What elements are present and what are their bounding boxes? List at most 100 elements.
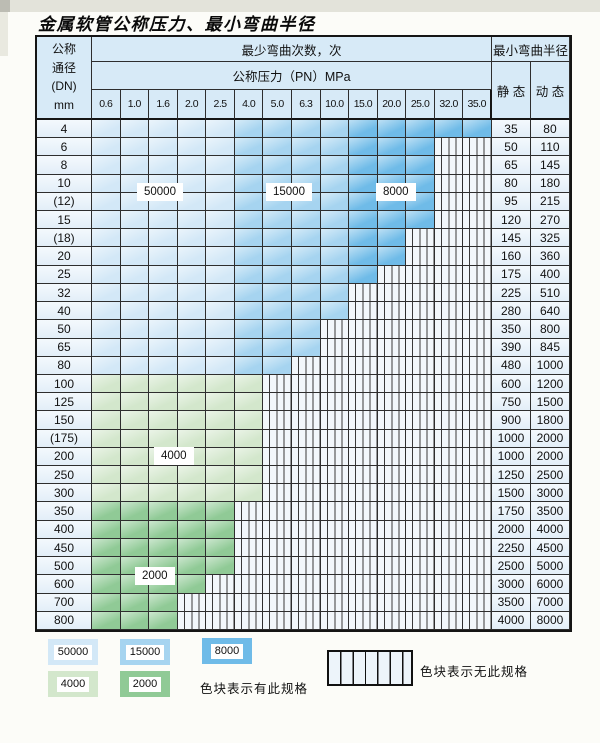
spec-cell	[206, 356, 235, 375]
no-spec-cell	[349, 593, 378, 612]
spec-cell	[92, 174, 121, 193]
no-spec-cell	[349, 320, 378, 339]
static-value-cell: 480	[491, 356, 531, 375]
spec-cell	[92, 484, 121, 503]
spec-cell	[291, 229, 321, 248]
static-value-cell: 225	[491, 283, 531, 303]
spec-cell	[234, 429, 264, 448]
spec-cell	[92, 356, 121, 375]
spec-cell	[349, 174, 378, 193]
spec-cell	[206, 520, 235, 539]
no-spec-cell	[320, 484, 350, 503]
no-spec-cell	[320, 557, 350, 576]
spec-cell	[206, 393, 235, 412]
no-spec-cell	[406, 283, 435, 303]
no-spec-cell	[434, 338, 464, 357]
no-spec-cell	[463, 156, 492, 175]
spec-cell	[349, 265, 378, 284]
no-spec-cell	[434, 211, 464, 230]
no-spec-cell	[291, 411, 321, 430]
spec-cell	[149, 466, 178, 485]
spec-cell	[434, 120, 464, 139]
pressure-col-header: 35.0	[463, 90, 492, 120]
spec-cell	[120, 302, 150, 321]
spec-cell	[234, 320, 264, 339]
static-value-cell: 280	[491, 302, 531, 321]
no-spec-cell	[206, 575, 235, 594]
spec-cell	[120, 338, 150, 357]
no-spec-cell	[434, 411, 464, 430]
spec-cell	[120, 520, 150, 539]
static-value-cell: 1750	[491, 502, 531, 521]
radius-title-cell: 最小弯曲半径	[491, 37, 570, 62]
spec-cell	[177, 557, 207, 576]
no-spec-cell	[320, 338, 350, 357]
cycles-title-cell: 最少弯曲次数，次	[92, 37, 492, 62]
spec-cell	[291, 283, 321, 303]
spec-cell	[120, 211, 150, 230]
no-spec-cell	[234, 502, 264, 521]
spec-cell	[206, 120, 235, 139]
no-spec-cell	[434, 593, 464, 612]
no-spec-cell	[463, 138, 492, 157]
static-value-cell: 2250	[491, 538, 531, 558]
static-value-cell: 600	[491, 374, 531, 394]
no-spec-cell	[320, 320, 350, 339]
no-spec-cell	[377, 593, 407, 612]
dn-cell: 80	[37, 356, 92, 375]
legend-no-spec-swatch	[327, 650, 413, 686]
spec-cell	[206, 338, 235, 357]
spec-cell	[177, 265, 207, 284]
spec-cell	[377, 229, 407, 248]
spec-cell	[263, 156, 292, 175]
spec-cell	[291, 247, 321, 266]
dn-cell: 15	[37, 211, 92, 230]
no-spec-cell	[434, 575, 464, 594]
spec-cell	[206, 429, 235, 448]
no-spec-cell	[320, 593, 350, 612]
no-spec-cell	[291, 502, 321, 521]
static-value-cell: 65	[491, 156, 531, 175]
spec-cell	[149, 338, 178, 357]
no-spec-cell	[406, 538, 435, 558]
no-spec-cell	[349, 356, 378, 375]
no-spec-cell	[291, 557, 321, 576]
spec-cell	[120, 429, 150, 448]
no-spec-cell	[463, 338, 492, 357]
spec-cell	[177, 211, 207, 230]
legend-chip-label: 50000	[53, 644, 93, 660]
spec-cell	[177, 174, 207, 193]
dynamic-value-cell: 2000	[530, 447, 570, 467]
legend-chip-15000: 15000	[120, 639, 170, 665]
no-spec-cell	[377, 411, 407, 430]
no-spec-cell	[291, 520, 321, 539]
no-spec-cell	[320, 538, 350, 558]
no-spec-cell	[349, 338, 378, 357]
spec-cell	[206, 211, 235, 230]
dn-cell: 20	[37, 247, 92, 266]
no-spec-cell	[377, 302, 407, 321]
static-value-cell: 1000	[491, 447, 531, 467]
no-spec-cell	[234, 538, 264, 558]
no-spec-cell	[377, 393, 407, 412]
spec-cell	[206, 302, 235, 321]
dn-cell: 8	[37, 156, 92, 175]
no-spec-cell	[463, 265, 492, 284]
no-spec-cell	[234, 611, 264, 630]
no-spec-cell	[377, 575, 407, 594]
spec-cell	[320, 302, 350, 321]
static-value-cell: 3000	[491, 575, 531, 594]
dynamic-value-cell: 360	[530, 247, 570, 266]
dynamic-value-cell: 3000	[530, 484, 570, 503]
no-spec-cell	[377, 520, 407, 539]
static-value-cell: 350	[491, 320, 531, 339]
static-header-cell: 静 态	[491, 62, 531, 120]
no-spec-cell	[349, 393, 378, 412]
no-spec-cell	[463, 247, 492, 266]
no-spec-cell	[406, 265, 435, 284]
spec-cell	[120, 283, 150, 303]
static-value-cell: 1000	[491, 429, 531, 448]
legend-chip-2000: 2000	[120, 671, 170, 697]
static-value-cell: 95	[491, 192, 531, 212]
spec-cell	[206, 374, 235, 394]
